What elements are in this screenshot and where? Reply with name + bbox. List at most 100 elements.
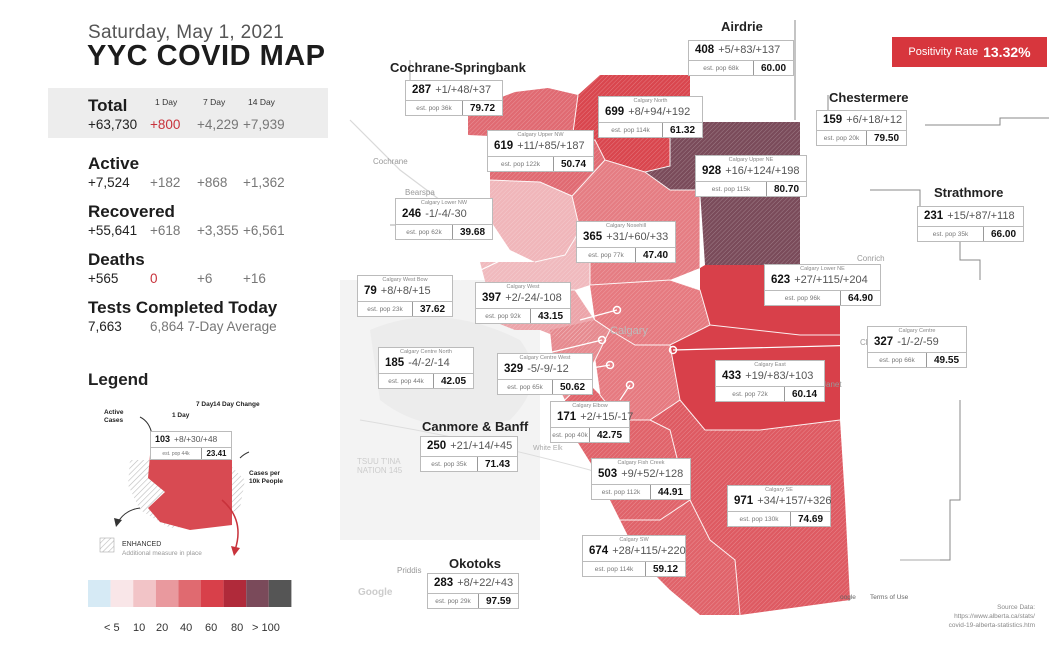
- active-cases: 365: [583, 231, 603, 243]
- region-box-nosehill: Calgary Nosehill 365 +31/+60/+33 est. pop 7…: [576, 221, 676, 263]
- label-chestermere: Chestermere: [829, 90, 909, 105]
- region-name: Calgary Centre North: [400, 349, 452, 355]
- region-box-canmore: 250 +21/+14/+45 est. pop 35k 71.43: [420, 436, 518, 472]
- region-name: Calgary North: [633, 98, 668, 104]
- rate-per-10k: 80.70: [766, 181, 806, 196]
- active-cases: 246: [402, 208, 422, 220]
- scale-swatch: [201, 580, 224, 607]
- active-cases: 171: [557, 411, 577, 423]
- legend-title: Legend: [88, 370, 149, 389]
- deaths-14day: +16: [243, 271, 266, 286]
- region-box-centre: Calgary Centre 327 -1/-2/-59 est. pop 66k 49…: [867, 326, 967, 368]
- region-name: Calgary East: [754, 362, 786, 368]
- total-value: +63,730: [88, 117, 138, 132]
- est-population: est. pop 66k: [879, 356, 915, 364]
- est-population: est. pop 29k: [435, 597, 471, 605]
- deaths-7day: +6: [197, 271, 213, 286]
- scale-label: 80: [231, 622, 244, 634]
- source-note: Source Data: https://www.alberta.ca/stat…: [948, 604, 1035, 629]
- stat-total: Total +63,730 +800 +4,229 +7,939: [88, 96, 285, 132]
- scale-label: > 100: [252, 622, 280, 634]
- est-population: est. pop 44k: [388, 377, 424, 385]
- region-box-fish-creek: Calgary Fish Creek 503 +9/+52/+128 est. pop…: [591, 458, 691, 500]
- deaths-value: +565: [88, 271, 119, 286]
- terms-link[interactable]: Terms of Use: [870, 594, 909, 601]
- rate-per-10k: 60.00: [753, 60, 793, 75]
- page-title: YYC COVID MAP: [87, 40, 326, 72]
- rate-per-10k: 59.12: [645, 561, 685, 576]
- case-change: +27/+115/+204: [794, 274, 868, 286]
- recovered-value: +55,641: [88, 223, 138, 238]
- header-7day: 7 Day: [203, 97, 226, 107]
- active-14day: +1,362: [243, 175, 285, 190]
- legend-active-label: Active Cases: [104, 409, 124, 424]
- region-box-upper-ne: Calgary Upper NE 928 +16/+124/+198 est. pop…: [695, 155, 807, 197]
- tests-value: 7,663: [88, 319, 122, 334]
- header-1day: 1 Day: [155, 97, 178, 107]
- region-box-lower-ne: Calgary Lower NE 623 +27/+115/+204 est. pop…: [764, 264, 881, 306]
- est-population: est. pop 77k: [588, 251, 624, 259]
- scale-label: 40: [180, 622, 193, 634]
- maptext-whitecity: White Elk: [533, 445, 563, 452]
- case-change: -1/-4/-30: [425, 208, 467, 220]
- region-box-chestermere: 159 +6/+18/+12 est. pop 20k 79.50: [816, 110, 907, 146]
- region-box-east: Calgary East 433 +19/+83/+103 est. pop 72k 6…: [715, 360, 825, 402]
- header-14day: 14 Day: [248, 97, 275, 107]
- rate-per-10k: 37.62: [412, 301, 452, 316]
- region-box-centre-west: Calgary Centre West 329 -5/-9/-12 est. pop …: [497, 353, 593, 395]
- stat-active: Active +7,524 +182 +868 +1,362: [88, 154, 285, 190]
- case-change: +1/+48/+37: [435, 84, 492, 96]
- active-cases: 623: [771, 274, 791, 286]
- region-name: Calgary SW: [619, 537, 649, 543]
- region-box-strathmore: 231 +15/+87/+118 est. pop 35k 66.00: [917, 206, 1024, 242]
- region-box-cochrane: 287 +1/+48/+37 est. pop 36k 79.72: [405, 80, 503, 116]
- label-airdrie: Airdrie: [721, 19, 763, 34]
- scale-label: 60: [205, 622, 218, 634]
- tests-average: 6,864 7-Day Average: [150, 319, 277, 334]
- case-change: +16/+124/+198: [725, 165, 800, 177]
- active-cases: 159: [823, 114, 843, 126]
- region-box-west-bow: Calgary West Bow 79 +8/+8/+15 est. pop 23k 3…: [357, 275, 453, 317]
- active-value: +7,524: [88, 175, 130, 190]
- region-name: Calgary Nosehill: [605, 223, 647, 229]
- active-cases: 250: [427, 440, 447, 452]
- rate-per-10k: 79.50: [866, 130, 906, 145]
- positivity-value: 13.32%: [983, 44, 1031, 60]
- rate-per-10k: 71.43: [477, 456, 517, 471]
- region-box-se: Calgary SE 971 +34/+157/+326 est. pop 130k 7…: [727, 485, 832, 527]
- region-name: Calgary Lower NW: [420, 200, 468, 206]
- rate-per-10k: 47.40: [635, 247, 675, 262]
- region-name: Calgary Upper NW: [517, 132, 564, 138]
- region-name: Calgary West: [506, 284, 540, 290]
- positivity-badge: Positivity Rate 13.32%: [892, 37, 1047, 67]
- deaths-1day: 0: [150, 271, 158, 286]
- label-cochrane: Cochrane-Springbank: [390, 60, 526, 75]
- scale-swatch: [223, 580, 247, 607]
- total-7day: +4,229: [197, 117, 239, 132]
- est-population: est. pop 68k: [703, 64, 739, 72]
- est-population: est. pop 122k: [500, 160, 541, 168]
- maptext-conrich: Conrich: [857, 254, 885, 263]
- est-population: est. pop 114k: [594, 565, 634, 573]
- google-text: oogle: [840, 594, 856, 601]
- rate-per-10k: 43.15: [530, 308, 570, 323]
- label-okotoks: Okotoks: [449, 556, 502, 571]
- active-cases: 928: [702, 165, 722, 177]
- rate-per-10k: 50.62: [552, 379, 592, 394]
- rate-per-10k: 49.55: [926, 352, 966, 367]
- case-change: -5/-9/-12: [527, 363, 569, 375]
- scale-swatch: [268, 580, 292, 607]
- est-population: est. pop 114k: [611, 126, 650, 134]
- rate-per-10k: 60.14: [784, 386, 824, 401]
- scale-swatch: [178, 580, 201, 607]
- est-population: est. pop 92k: [485, 312, 521, 320]
- region-box-okotoks: 283 +8/+22/+43 est. pop 29k 97.59: [427, 573, 519, 609]
- active-cases: 971: [734, 495, 754, 507]
- case-change: -1/-2/-59: [897, 336, 939, 348]
- est-population: est. pop 62k: [406, 228, 442, 236]
- est-population: est. pop 96k: [784, 294, 821, 302]
- scale-label: 10: [133, 622, 146, 634]
- case-change: +2/+15/-17: [580, 411, 634, 423]
- legend-7day-label: 7 Day: [196, 401, 214, 408]
- case-change: -4/-2/-14: [408, 357, 450, 369]
